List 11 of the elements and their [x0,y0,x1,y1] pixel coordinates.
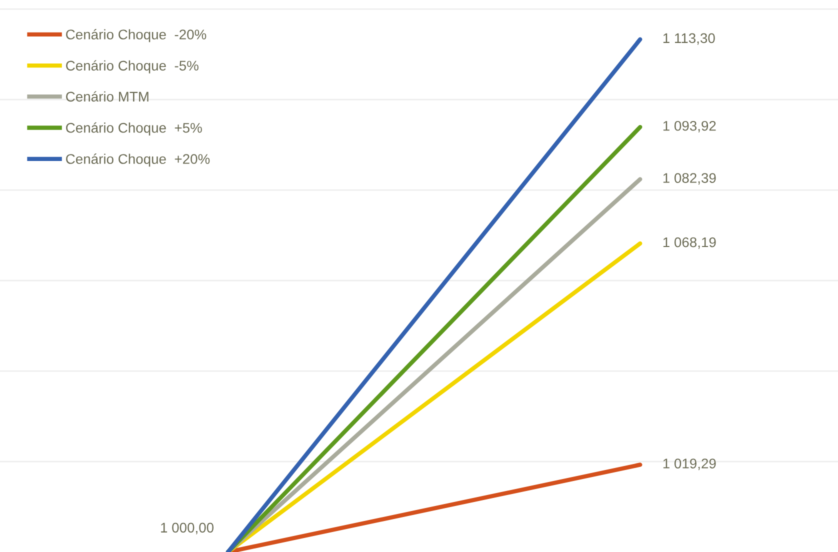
legend-label: Cenário MTM [66,91,148,102]
data-label: 1 019,29 [663,458,716,470]
data-label: 1 068,19 [663,237,716,249]
legend-label: Cenário Choque +5% [66,122,202,136]
data-label: 1 113,30 [663,33,715,45]
data-label: 1 082,39 [663,173,716,185]
legend-label: Cenário Choque -20% [66,29,206,42]
legend-label: Cenário Choque +20% [66,154,210,167]
data-label: 1 000,00 [161,522,214,534]
data-label: 1 093,92 [663,120,716,132]
legend-label: Cenário Choque -5% [66,60,198,74]
